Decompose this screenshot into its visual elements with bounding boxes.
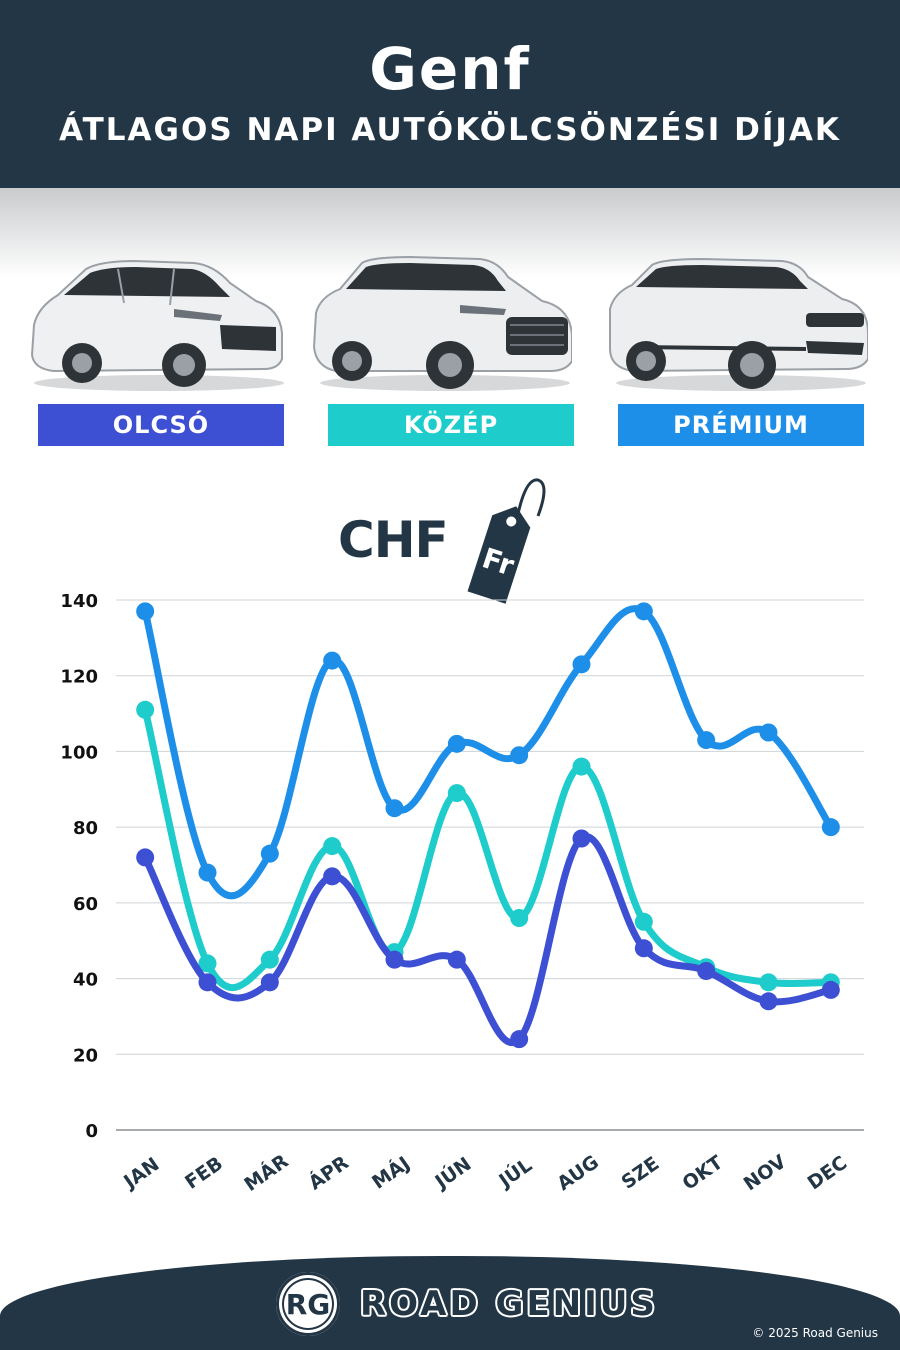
data-point [385, 950, 404, 969]
hatchback-car-icon [30, 259, 284, 391]
copyright-text: © 2025 Road Genius [752, 1326, 878, 1340]
data-point [821, 980, 840, 999]
data-point [634, 939, 653, 958]
suv-car-icon [312, 255, 572, 391]
data-point [323, 837, 342, 856]
data-point [198, 973, 217, 992]
data-point [385, 799, 404, 818]
price-tag-icon: Fr [467, 478, 546, 604]
y-tick-label: 0 [85, 1121, 98, 1142]
y-tick-label: 40 [73, 970, 98, 991]
data-point [572, 757, 591, 776]
category-badge-olcso: OLCSÓ [38, 404, 284, 446]
x-tick-label: JAN [118, 1153, 163, 1194]
data-point [759, 973, 778, 992]
data-point [510, 909, 529, 927]
x-tick-label: MÁR [240, 1149, 293, 1196]
y-tick-label: 20 [73, 1045, 98, 1066]
category-badge-kozep: KÖZÉP [328, 404, 574, 446]
y-tick-label: 80 [73, 818, 98, 839]
data-point [510, 746, 529, 765]
y-tick-label: 100 [60, 742, 98, 763]
x-tick-label: ÁPR [304, 1151, 353, 1195]
data-point [260, 844, 279, 863]
y-tick-label: 120 [60, 667, 98, 688]
data-point [447, 950, 466, 969]
data-point [447, 734, 466, 753]
luxury-suv-car-icon [609, 257, 868, 391]
data-point [697, 731, 716, 750]
x-tick-label: JÚL [492, 1153, 536, 1194]
x-tick-label: SZE [618, 1152, 664, 1193]
data-point [634, 602, 653, 621]
y-axis-ticks: 0 20 40 60 80 100 120 140 [60, 591, 98, 1142]
x-tick-label: DEC [804, 1152, 852, 1195]
data-point [572, 655, 591, 674]
category-badge-premium: PRÉMIUM [618, 404, 864, 446]
x-tick-label: NOV [740, 1151, 791, 1196]
y-tick-label: 140 [60, 591, 98, 612]
x-tick-label: OKT [678, 1151, 727, 1194]
data-point [510, 1030, 529, 1049]
data-point [759, 992, 778, 1011]
data-point [759, 723, 778, 742]
brand-name: ROAD GENIUS [360, 1284, 658, 1324]
data-point [821, 818, 840, 837]
road-genius-logo: RG [276, 1272, 340, 1336]
data-point [447, 784, 466, 803]
header-banner: Genf ÁTLAGOS NAPI AUTÓKÖLCSÖNZÉSI DÍJAK [0, 0, 900, 188]
line-chart: 0 20 40 60 80 100 120 140 JAN FEB MÁR ÁPR MÁJ JÚN JÚL… [60, 591, 864, 1196]
x-tick-label: MÁJ [368, 1152, 415, 1194]
data-point [198, 863, 217, 882]
data-point [572, 829, 591, 848]
data-point [260, 973, 279, 992]
page-subtitle: ÁTLAGOS NAPI AUTÓKÖLCSÖNZÉSI DÍJAK [59, 112, 841, 148]
data-point [634, 912, 653, 931]
x-tick-label: AUG [553, 1151, 603, 1195]
x-tick-label: FEB [181, 1152, 227, 1193]
series-line-0 [141, 833, 835, 1046]
city-title: Genf [369, 35, 531, 103]
footer [0, 1256, 900, 1350]
series-layer [136, 602, 840, 1049]
data-point [323, 651, 342, 670]
data-point [697, 962, 716, 980]
data-point [260, 950, 279, 969]
y-tick-label: 60 [73, 894, 98, 915]
data-point [136, 602, 155, 621]
x-tick-label: JÚN [429, 1151, 476, 1194]
data-point [198, 954, 217, 973]
data-point [136, 848, 155, 867]
currency-label: CHF [338, 511, 449, 569]
data-point [323, 867, 342, 886]
x-axis-ticks: JAN FEB MÁR ÁPR MÁJ JÚN JÚL AUG SZE OKT NOV DEC [118, 1149, 851, 1196]
data-point [136, 700, 155, 719]
